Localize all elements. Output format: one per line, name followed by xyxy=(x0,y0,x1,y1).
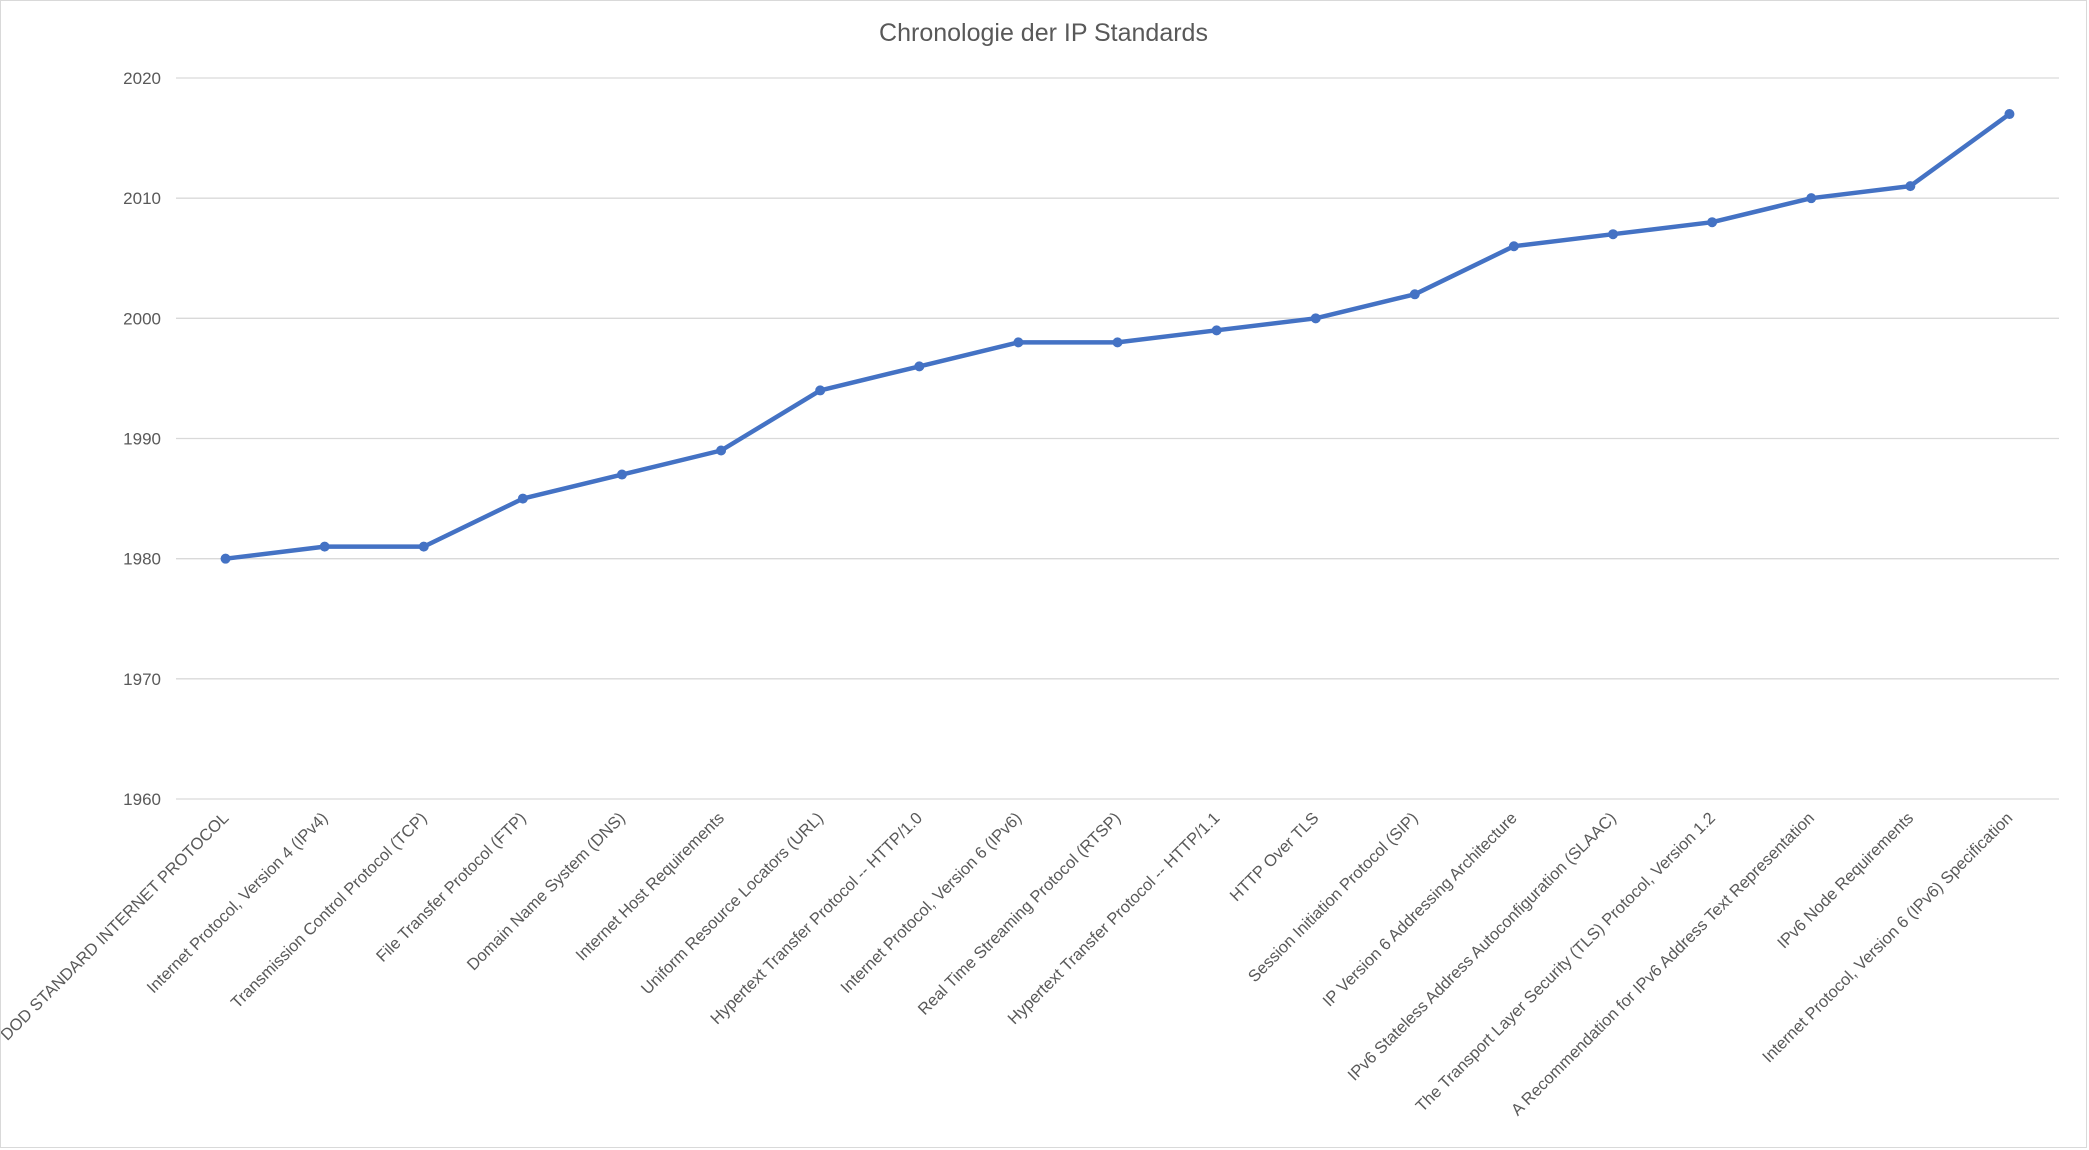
series-line-layer xyxy=(223,111,2012,561)
x-tick-label: IP Version 6 Addressing Architecture xyxy=(1320,809,1521,1010)
x-tick-label: Internet Protocol, Version 4 (IPv4) xyxy=(144,809,332,997)
y-tick-label: 2010 xyxy=(123,189,161,208)
data-point xyxy=(418,541,429,552)
data-point xyxy=(517,493,528,504)
x-tick-label: Hypertext Transfer Protocol -- HTTP/1.0 xyxy=(707,809,926,1028)
data-point xyxy=(1310,313,1321,324)
y-tick-label: 1970 xyxy=(123,670,161,689)
x-tick-label: Session Initiation Protocol (SIP) xyxy=(1245,809,1422,986)
x-tick-label: Transmission Control Protocol (TCP) xyxy=(228,809,431,1012)
data-point xyxy=(914,361,925,372)
data-point xyxy=(220,553,231,564)
x-tick-label: HTTP Over TLS xyxy=(1227,809,1323,905)
x-tick-label: DOD STANDARD INTERNET PROTOCOL xyxy=(1,809,232,1044)
data-point xyxy=(1112,337,1123,348)
y-tick-label: 1980 xyxy=(123,550,161,569)
x-tick-label: Domain Name System (DNS) xyxy=(464,809,629,974)
data-point xyxy=(1905,181,1916,192)
x-tick-label: Real Time Streaming Protocol (RTSP) xyxy=(915,809,1125,1019)
series-line xyxy=(223,111,2012,561)
x-tick-label: Uniform Resource Locators (URL) xyxy=(638,809,827,998)
y-tick-label: 2020 xyxy=(123,69,161,88)
data-point xyxy=(1707,217,1718,228)
data-point xyxy=(716,445,727,456)
data-point xyxy=(1608,229,1619,240)
data-point xyxy=(1013,337,1024,348)
data-point xyxy=(1508,241,1519,252)
y-tick-label: 2000 xyxy=(123,309,161,328)
data-point xyxy=(2004,109,2015,120)
data-point xyxy=(1409,289,1420,300)
y-tick-label: 1990 xyxy=(123,430,161,449)
y-axis-ticks: 1960 1970 1980 1990 2000 2010 2020 xyxy=(123,69,161,809)
data-point xyxy=(616,469,627,480)
data-point xyxy=(815,385,826,396)
data-point xyxy=(1806,193,1817,204)
y-tick-label: 1960 xyxy=(123,790,161,809)
data-point xyxy=(319,541,330,552)
markers xyxy=(220,109,2015,564)
gridlines xyxy=(176,77,2059,800)
x-tick-label: Internet Protocol, Version 6 (IPv6) xyxy=(837,809,1025,997)
data-point xyxy=(1211,325,1222,336)
x-tick-label: Hypertext Transfer Protocol -- HTTP/1.1 xyxy=(1005,809,1224,1028)
chart-title: Chronologie der IP Standards xyxy=(879,19,1208,47)
